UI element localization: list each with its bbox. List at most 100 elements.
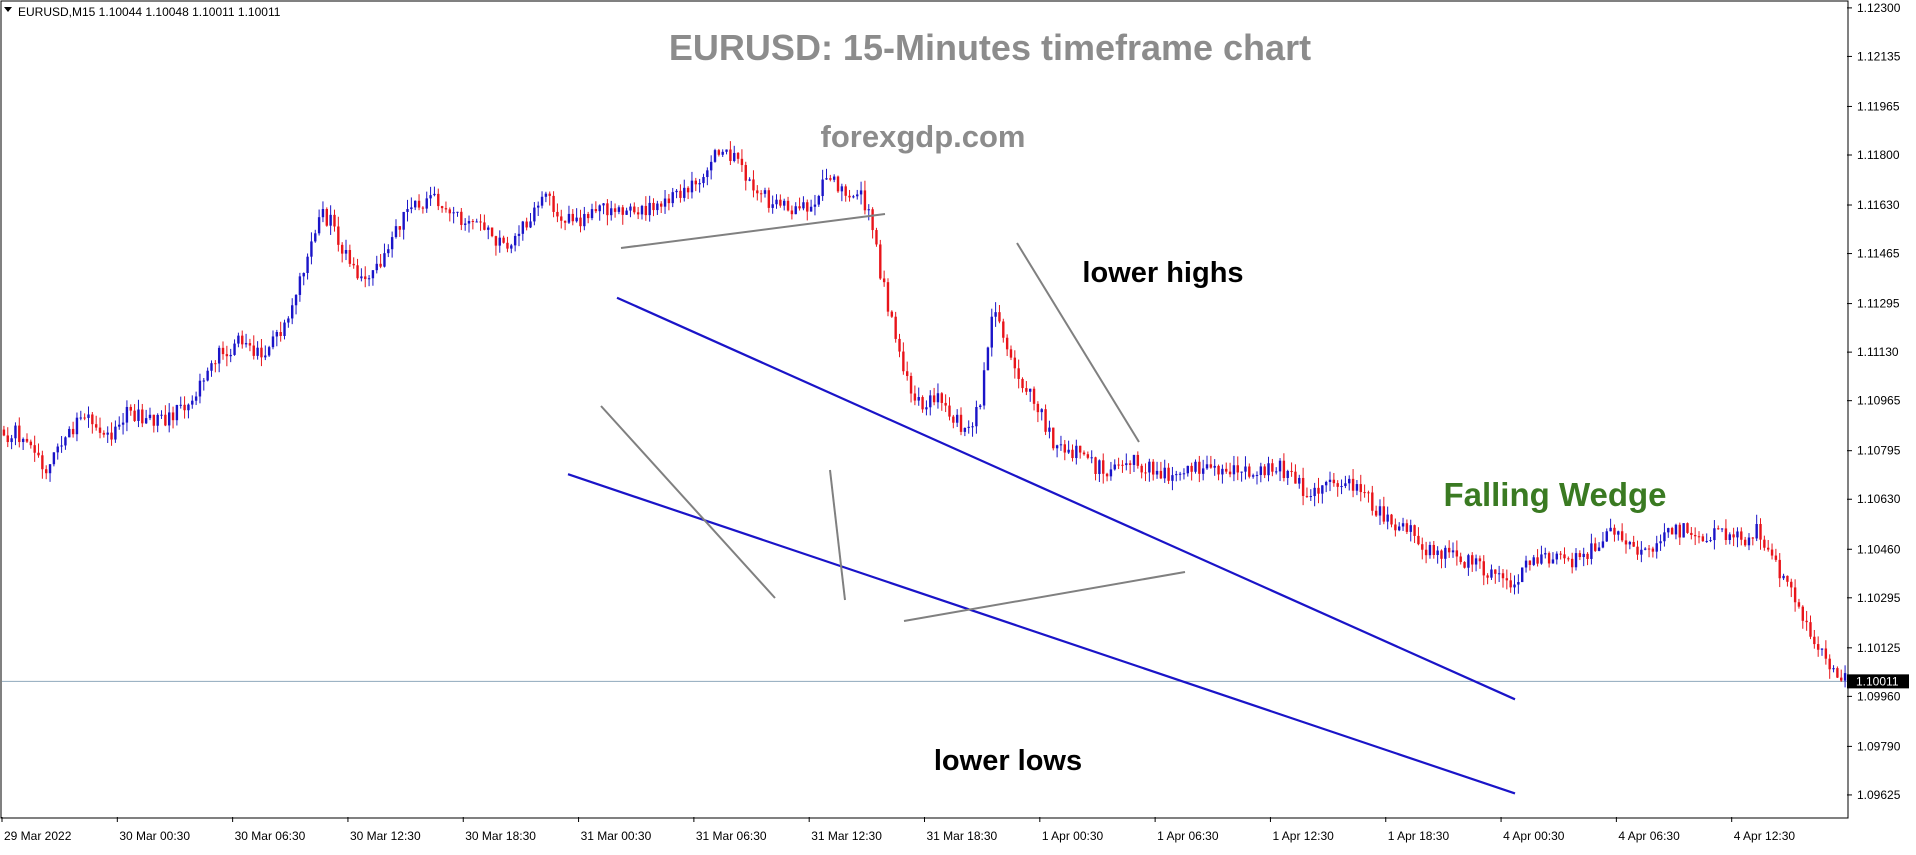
candle: [487, 225, 490, 240]
candle: [41, 450, 44, 479]
candle-body: [852, 196, 855, 198]
candle-body: [1052, 427, 1055, 449]
candle: [902, 342, 905, 375]
candle: [221, 341, 225, 360]
candle: [56, 443, 59, 460]
candle-body: [629, 206, 632, 211]
candle-body: [1094, 457, 1097, 475]
candle: [1063, 439, 1066, 461]
candle: [917, 387, 920, 406]
candle: [1693, 527, 1697, 546]
candle-body: [1413, 525, 1416, 536]
candle-body: [556, 211, 559, 217]
candle: [1463, 561, 1466, 569]
candle: [552, 191, 555, 218]
candle-body: [1098, 460, 1101, 475]
candle-body: [955, 414, 959, 423]
candle: [1132, 454, 1136, 473]
candle: [1686, 522, 1689, 534]
candle: [6, 427, 9, 448]
annotation-pointer-line: [903, 571, 1186, 622]
candle: [525, 217, 528, 231]
candle-body: [1109, 469, 1113, 477]
candle-body: [1009, 349, 1013, 358]
candle: [383, 243, 386, 268]
candle-body: [967, 426, 970, 428]
candle-body: [748, 179, 751, 181]
candle-body: [1770, 549, 1774, 556]
candle: [1398, 522, 1401, 532]
candle-body: [560, 216, 563, 221]
candle-body: [959, 414, 963, 432]
candle: [229, 348, 232, 363]
candle: [610, 200, 613, 221]
candle-body: [756, 190, 759, 194]
candle: [921, 395, 924, 413]
candle: [210, 360, 213, 377]
candle: [1432, 540, 1435, 559]
candle: [1228, 462, 1232, 478]
candle-body: [75, 417, 79, 435]
candle: [1782, 573, 1785, 581]
candle-body: [217, 347, 221, 364]
x-tick-label: 30 Mar 00:30: [119, 829, 190, 843]
candle-body: [871, 209, 874, 231]
candle: [1767, 540, 1770, 552]
candle: [1517, 574, 1520, 594]
candle: [333, 209, 336, 232]
candle-body: [1421, 544, 1424, 550]
candle-body: [1463, 562, 1466, 568]
candle: [114, 420, 117, 443]
candle: [1736, 527, 1739, 548]
candle-body: [494, 236, 498, 246]
candle: [794, 202, 797, 215]
x-tick-label: 30 Mar 06:30: [235, 829, 306, 843]
candle-body: [1209, 464, 1213, 468]
candle: [1078, 445, 1082, 459]
candle: [1340, 479, 1343, 495]
candle: [18, 417, 21, 448]
candle-body: [1578, 553, 1582, 558]
candle: [463, 218, 467, 231]
candle-body: [994, 312, 997, 317]
candle-body: [721, 151, 724, 155]
candle-body: [971, 426, 974, 428]
candle: [798, 197, 801, 211]
candle: [1167, 463, 1170, 484]
candle: [1128, 460, 1132, 474]
candle: [1640, 541, 1643, 563]
candle: [1413, 524, 1416, 544]
candle: [352, 257, 355, 269]
symbol-menu-triangle-icon[interactable]: [4, 7, 12, 12]
candle-body: [168, 412, 171, 426]
candle: [283, 319, 286, 340]
candle: [1547, 551, 1551, 568]
candle: [1044, 404, 1047, 436]
candle-body: [1701, 536, 1705, 542]
candle: [1336, 480, 1339, 497]
candle: [410, 197, 413, 214]
y-tick-label: 1.12300: [1857, 1, 1901, 15]
candle-body: [56, 446, 59, 453]
candle-body: [1336, 483, 1339, 487]
candle-body: [917, 397, 920, 401]
candle-body: [1374, 510, 1378, 516]
candle: [164, 405, 167, 427]
candle: [1551, 552, 1555, 564]
candle-body: [1401, 523, 1405, 527]
candle-body: [1828, 658, 1831, 670]
candle-body: [1509, 580, 1512, 588]
candle-body: [490, 227, 494, 237]
candle: [1451, 542, 1455, 558]
candle: [1036, 401, 1040, 423]
candle: [329, 205, 332, 235]
candle: [1082, 450, 1086, 456]
candle: [1144, 463, 1147, 482]
candle-body: [1843, 673, 1847, 681]
candle: [379, 254, 382, 269]
candle-body: [1840, 677, 1843, 681]
candle-body: [340, 244, 344, 254]
candle-body: [1728, 534, 1731, 541]
candle-body: [429, 195, 432, 199]
